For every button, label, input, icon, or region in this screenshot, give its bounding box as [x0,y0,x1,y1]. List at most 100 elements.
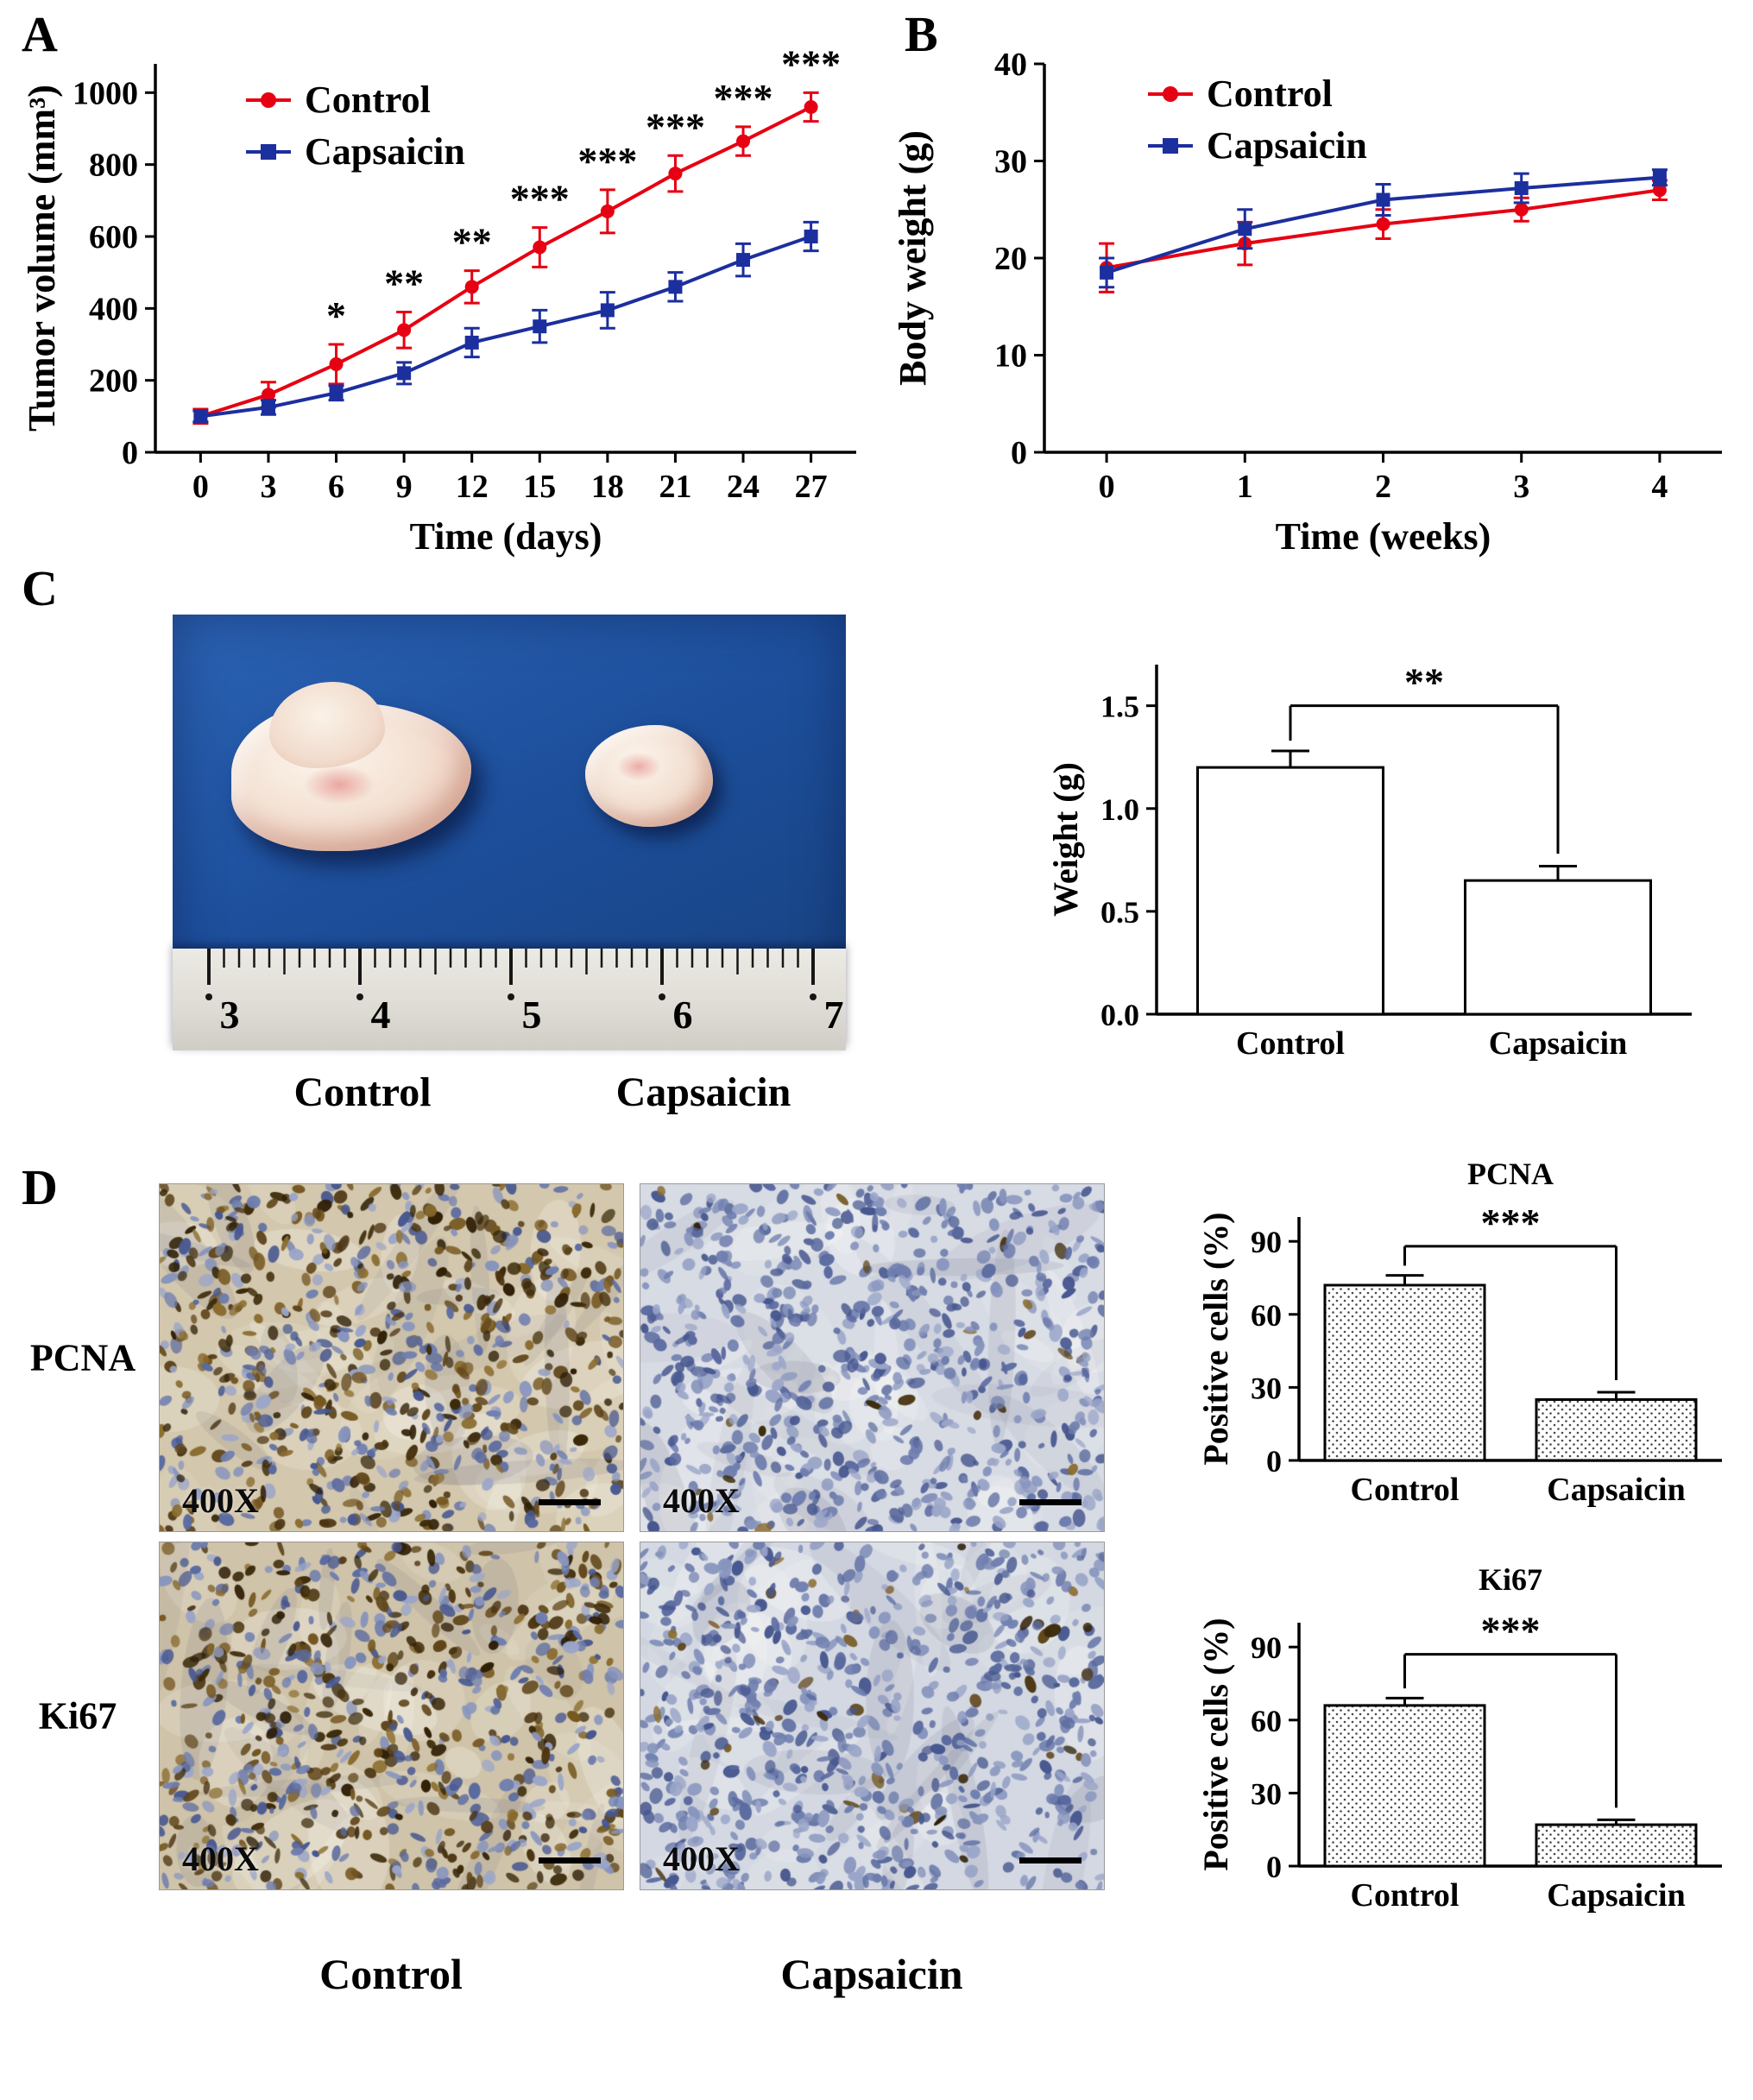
svg-text:12: 12 [456,469,489,505]
micrograph-ki67-control: 400X [160,1542,623,1889]
svg-text:0: 0 [1266,1444,1282,1479]
photo-label-capsaicin: Capsaicin [615,1069,791,1115]
svg-text:0: 0 [192,469,209,505]
panel-a-label: A [22,6,58,62]
svg-text:Time (weeks): Time (weeks) [1276,515,1491,558]
panel-c-label: C [22,560,58,616]
panel-b-label: B [905,6,938,62]
svg-text:PCNA: PCNA [1467,1157,1554,1191]
svg-text:***: *** [510,177,570,221]
magnification-label: 400X [663,1481,740,1520]
svg-text:0: 0 [122,435,138,471]
scale-bar [1019,1499,1081,1505]
scale-bar [539,1857,601,1864]
svg-text:***: *** [714,76,773,120]
row-label-pcna: PCNA [29,1336,136,1379]
svg-text:60: 60 [1251,1704,1282,1738]
tumor-photo: 3 4 5 6 7 [173,615,846,1050]
micrograph-pcna-capsaicin: 400X [640,1184,1104,1531]
svg-text:0.5: 0.5 [1100,895,1139,930]
svg-text:20: 20 [994,241,1027,277]
magnification-label: 400X [663,1839,740,1878]
svg-text:1: 1 [1237,469,1253,505]
control-tumor-image [231,681,471,851]
svg-text:200: 200 [89,363,138,400]
svg-text:4: 4 [371,993,391,1037]
svg-text:1.5: 1.5 [1100,690,1139,724]
ruler: 3 4 5 6 7 [173,949,846,1050]
svg-text:Capsaicin: Capsaicin [305,130,465,173]
svg-text:**: ** [452,220,492,264]
svg-text:Control: Control [305,79,431,121]
scale-bar [1019,1857,1081,1864]
ruler-scale: 3 4 5 6 7 [205,949,844,1037]
svg-text:21: 21 [659,469,691,505]
col-label-capsaicin: Capsaicin [780,1950,963,1998]
ki67-quantification-chart: 0 30 60 90 Positive cells (%) Ki67 Control Caps… [1196,1562,1722,1914]
svg-text:Ki67: Ki67 [1479,1562,1542,1597]
svg-text:24: 24 [727,469,760,505]
svg-text:600: 600 [89,219,138,255]
svg-text:Tumor volume (mm³): Tumor volume (mm³) [21,85,63,432]
tumor-weight-chart: 0.0 0.5 1.0 1.5 Weight (g) Control Capsaicin ** [1046,660,1692,1062]
svg-text:Control: Control [1351,1877,1460,1914]
svg-text:Time (days): Time (days) [410,515,602,558]
magnification-label: 400X [182,1481,259,1520]
svg-text:Positive cells (%): Positive cells (%) [1196,1618,1235,1870]
svg-text:0: 0 [1266,1850,1282,1884]
pcna-quantification-chart: 0 30 60 90 Positive cells (%) PCNA Control Caps… [1196,1157,1722,1508]
svg-text:0: 0 [1011,435,1027,471]
svg-text:800: 800 [89,148,138,184]
svg-text:0.0: 0.0 [1100,998,1139,1032]
svg-text:400: 400 [89,291,138,327]
svg-text:3: 3 [1513,469,1529,505]
panel-d-label: D [22,1159,58,1215]
scale-bar [539,1499,601,1505]
svg-text:4: 4 [1651,469,1668,505]
svg-text:Capsaicin: Capsaicin [1547,1472,1685,1508]
svg-text:27: 27 [795,469,828,505]
svg-text:40: 40 [994,47,1027,83]
svg-text:***: *** [1481,1609,1541,1653]
svg-text:30: 30 [1251,1371,1282,1405]
svg-text:***: *** [781,41,841,85]
svg-text:60: 60 [1251,1298,1282,1333]
magnification-label: 400X [182,1839,259,1878]
col-label-control: Control [319,1950,463,1998]
row-label-ki67: Ki67 [38,1694,117,1737]
svg-text:Weight (g): Weight (g) [1046,762,1085,917]
svg-text:5: 5 [522,993,542,1037]
capsaicin-tumor-image [585,725,713,827]
svg-text:Control: Control [1351,1472,1460,1508]
micrograph-pcna-control-image [160,1184,623,1531]
svg-text:***: *** [646,104,705,148]
svg-text:90: 90 [1251,1630,1282,1665]
svg-text:3: 3 [220,993,240,1037]
svg-text:1.0: 1.0 [1100,792,1139,827]
svg-text:9: 9 [396,469,413,505]
svg-text:Capsaicin: Capsaicin [1489,1025,1627,1062]
svg-text:30: 30 [994,144,1027,180]
svg-text:7: 7 [824,993,844,1037]
micrograph-ki67-capsaicin-image [640,1542,1104,1889]
micrograph-pcna-control: 400X [160,1184,623,1531]
svg-text:30: 30 [1251,1776,1282,1811]
micrograph-ki67-capsaicin: 400X [640,1542,1104,1889]
svg-text:6: 6 [673,993,693,1037]
micrograph-ki67-control-image [160,1542,623,1889]
photo-label-control: Control [293,1069,432,1115]
svg-text:10: 10 [994,338,1027,375]
svg-text:Capsaicin: Capsaicin [1547,1877,1685,1914]
svg-text:2: 2 [1375,469,1391,505]
svg-text:3: 3 [260,469,276,505]
svg-text:**: ** [384,262,424,306]
svg-text:6: 6 [328,469,344,505]
svg-text:Capsaicin: Capsaicin [1207,124,1367,167]
micrograph-pcna-capsaicin-image [640,1184,1104,1531]
svg-text:1000: 1000 [73,75,138,111]
svg-text:18: 18 [591,469,624,505]
svg-text:0: 0 [1099,469,1115,505]
svg-text:*: * [326,293,346,337]
